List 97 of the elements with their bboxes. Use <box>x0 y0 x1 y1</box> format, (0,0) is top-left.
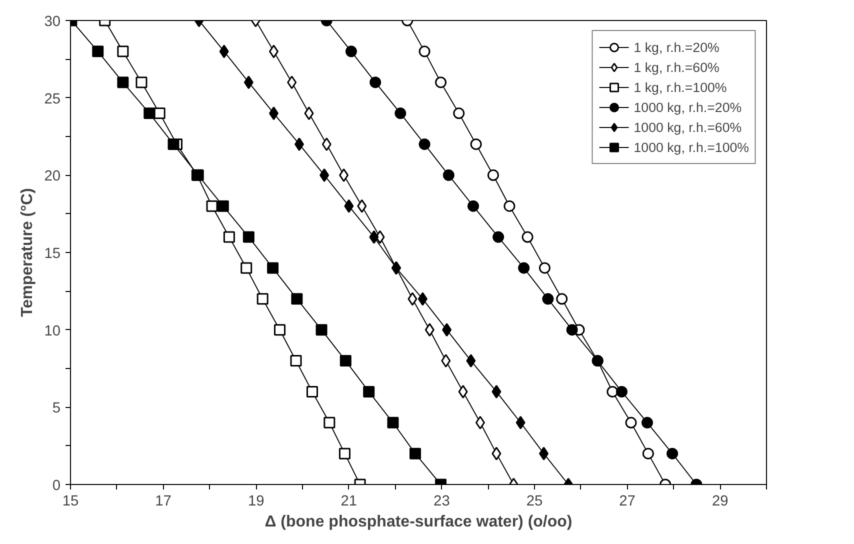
point <box>267 262 279 274</box>
point <box>418 46 430 58</box>
point <box>516 416 526 430</box>
legend-label: 1 kg, r.h.=60% <box>634 60 720 74</box>
x-tick-label: 21 <box>340 494 358 510</box>
point <box>418 138 430 150</box>
x-tick-label: 23 <box>434 494 450 510</box>
point <box>625 416 637 428</box>
x-tick-label: 15 <box>62 494 79 510</box>
point <box>492 231 504 243</box>
point <box>274 324 286 336</box>
point <box>324 416 336 428</box>
point <box>487 169 499 181</box>
point <box>408 292 418 306</box>
y-tick-label: 15 <box>44 246 61 262</box>
y-tick-label: 25 <box>44 91 61 108</box>
point <box>642 448 654 460</box>
point <box>410 448 421 460</box>
point <box>539 446 549 460</box>
point <box>394 108 406 120</box>
point <box>316 324 328 336</box>
point <box>606 386 618 398</box>
point <box>466 354 476 368</box>
point <box>363 386 375 398</box>
point <box>240 262 252 274</box>
point <box>369 230 379 244</box>
point <box>441 354 451 368</box>
point <box>320 168 330 182</box>
y-axis-title: Temperature (°C) <box>19 188 36 317</box>
point <box>287 76 297 90</box>
legend-label: 1000 kg, r.h.=20% <box>634 100 742 114</box>
point <box>442 169 454 181</box>
point <box>492 384 502 398</box>
point <box>117 76 129 88</box>
x-tick-label: 19 <box>248 494 264 510</box>
y-tick-label: 0 <box>52 478 61 494</box>
point <box>339 168 349 182</box>
point <box>304 106 314 120</box>
legend-label: 1000 kg, r.h.=100% <box>634 140 749 154</box>
point <box>217 200 229 212</box>
point <box>435 76 447 88</box>
point <box>357 199 367 213</box>
point <box>144 108 156 120</box>
point <box>370 76 382 88</box>
point <box>345 46 357 58</box>
point <box>117 46 129 58</box>
point <box>504 200 516 212</box>
y-tick-label: 10 <box>44 323 61 340</box>
point <box>242 231 254 243</box>
point <box>306 386 318 398</box>
x-tick-label: 17 <box>155 494 172 510</box>
point <box>168 138 180 150</box>
x-tick-label: 29 <box>712 494 728 510</box>
point <box>340 355 352 367</box>
point <box>256 293 268 305</box>
point <box>219 44 229 58</box>
point <box>92 46 104 58</box>
point <box>291 293 303 305</box>
point <box>522 231 534 243</box>
point <box>616 386 628 398</box>
x-tick-label: 25 <box>526 494 543 510</box>
legend-label: 1 kg, r.h.=20% <box>634 40 720 54</box>
point <box>666 448 678 460</box>
legend-label: 1 kg, r.h.=100% <box>634 80 727 94</box>
point <box>424 323 434 337</box>
y-tick-label: 20 <box>44 168 61 185</box>
y-tick-label: 5 <box>52 400 61 417</box>
point <box>206 200 218 212</box>
point <box>468 200 479 212</box>
point <box>136 76 148 88</box>
point <box>338 448 350 460</box>
point <box>556 293 568 305</box>
point <box>154 108 166 120</box>
point <box>453 108 465 120</box>
point <box>418 292 428 306</box>
point <box>475 416 485 430</box>
point <box>566 324 578 336</box>
point <box>290 355 302 367</box>
x-axis-title: Δ (bone phosphate-surface water) (o/oo) <box>264 514 572 530</box>
point <box>442 323 452 337</box>
point <box>244 76 254 90</box>
point <box>538 262 550 274</box>
point <box>268 106 278 120</box>
legend-label: 1000 kg, r.h.=60% <box>634 120 742 134</box>
point <box>492 446 502 460</box>
point <box>268 44 278 58</box>
point <box>542 293 554 305</box>
point <box>470 138 482 150</box>
y-tick-label: 30 <box>44 14 61 30</box>
point <box>458 384 468 398</box>
point <box>223 231 235 243</box>
x-tick-label: 27 <box>619 494 636 510</box>
point <box>642 416 653 428</box>
point <box>387 416 399 428</box>
point <box>518 262 530 274</box>
point <box>344 199 354 213</box>
point <box>322 137 332 151</box>
